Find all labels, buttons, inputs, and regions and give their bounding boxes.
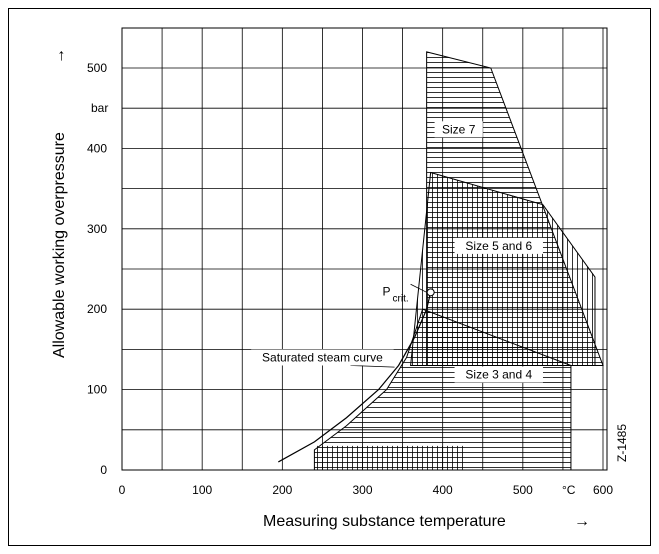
y-tick-label: 100 [87, 383, 107, 397]
x-tick-labels: 0 100 200 300 400 500 600 [119, 483, 614, 497]
y-axis-arrow: → [51, 48, 68, 64]
plot-border [121, 27, 608, 471]
y-tick-label: 0 [100, 463, 107, 477]
region-label-bg [454, 366, 543, 383]
x-tick-label: 600 [593, 483, 613, 497]
region-label-size-3-and-4: Size 3 and 4 [465, 368, 532, 382]
x-tick-label: 200 [272, 483, 292, 497]
steam-curve-leader [350, 365, 395, 368]
regions: Size 7 Size 5 and 6 Size 3 and 4 [313, 51, 604, 471]
x-tick-label: 500 [513, 483, 533, 497]
figure-frame [8, 8, 651, 546]
saturated-steam-curve: Saturated steam curve [251, 292, 432, 463]
x-tick-label: 400 [433, 483, 453, 497]
critical-point-leader [410, 283, 427, 293]
region-label-bg [434, 121, 483, 138]
y-tick-label: 500 [87, 61, 107, 75]
region-size-3-and-4-overlap [314, 445, 467, 470]
figure-id: Z-1485 [615, 424, 629, 462]
region-size-5-and-6 [410, 171, 596, 366]
y-tick-label: 400 [87, 141, 107, 155]
x-axis-arrow: → [574, 513, 590, 530]
y-tick-labels: 0 100 200 300 400 500 [87, 61, 107, 477]
steam-curve-line [278, 292, 432, 463]
steam-curve-label: Saturated steam curve [262, 350, 383, 364]
y-tick-label: 200 [87, 302, 107, 316]
critical-point-label: Pcrit. [383, 284, 409, 304]
critical-point-marker [426, 288, 435, 297]
y-axis-title: Allowable working overpressure [51, 132, 68, 358]
x-unit-label: °C [562, 483, 576, 497]
steam-curve-label-bg [251, 349, 394, 366]
region-label-size-5-and-6: Size 5 and 6 [465, 239, 532, 253]
x-tick-label: 300 [352, 483, 372, 497]
x-axis-title: Measuring substance temperature [263, 513, 506, 530]
y-unit-label: bar [91, 101, 108, 115]
critical-point-subscript: crit. [393, 293, 409, 304]
y-tick-label: 300 [87, 222, 107, 236]
region-label-bg [454, 237, 543, 254]
x-tick-label: 0 [119, 483, 126, 497]
region-label-size-7: Size 7 [442, 122, 476, 136]
x-tick-label: 100 [192, 483, 212, 497]
